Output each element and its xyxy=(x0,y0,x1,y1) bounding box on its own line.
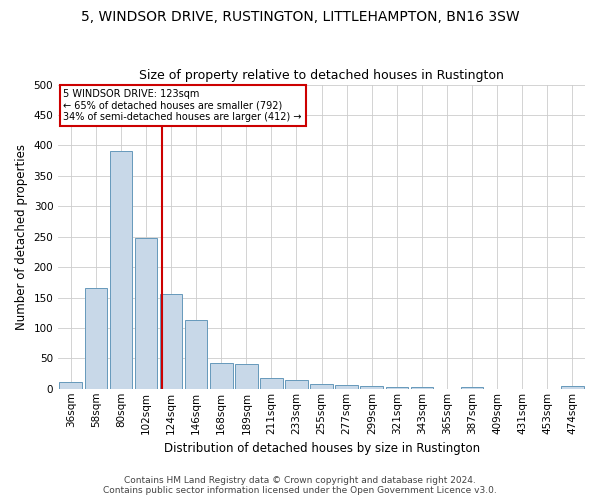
Bar xyxy=(160,294,182,389)
Bar xyxy=(260,378,283,389)
Text: Contains HM Land Registry data © Crown copyright and database right 2024.
Contai: Contains HM Land Registry data © Crown c… xyxy=(103,476,497,495)
X-axis label: Distribution of detached houses by size in Rustington: Distribution of detached houses by size … xyxy=(164,442,479,455)
Bar xyxy=(561,386,584,389)
Bar xyxy=(461,387,484,389)
Bar xyxy=(335,385,358,389)
Bar xyxy=(310,384,333,389)
Text: 5 WINDSOR DRIVE: 123sqm
← 65% of detached houses are smaller (792)
34% of semi-d: 5 WINDSOR DRIVE: 123sqm ← 65% of detache… xyxy=(64,89,302,122)
Bar xyxy=(85,288,107,389)
Bar xyxy=(185,320,208,389)
Title: Size of property relative to detached houses in Rustington: Size of property relative to detached ho… xyxy=(139,69,504,82)
Bar xyxy=(59,382,82,389)
Bar xyxy=(410,387,433,389)
Bar xyxy=(110,152,132,389)
Bar xyxy=(235,364,257,389)
Bar xyxy=(285,380,308,389)
Bar xyxy=(134,238,157,389)
Bar xyxy=(210,363,233,389)
Bar xyxy=(361,386,383,389)
Text: 5, WINDSOR DRIVE, RUSTINGTON, LITTLEHAMPTON, BN16 3SW: 5, WINDSOR DRIVE, RUSTINGTON, LITTLEHAMP… xyxy=(80,10,520,24)
Bar xyxy=(386,387,408,389)
Y-axis label: Number of detached properties: Number of detached properties xyxy=(15,144,28,330)
